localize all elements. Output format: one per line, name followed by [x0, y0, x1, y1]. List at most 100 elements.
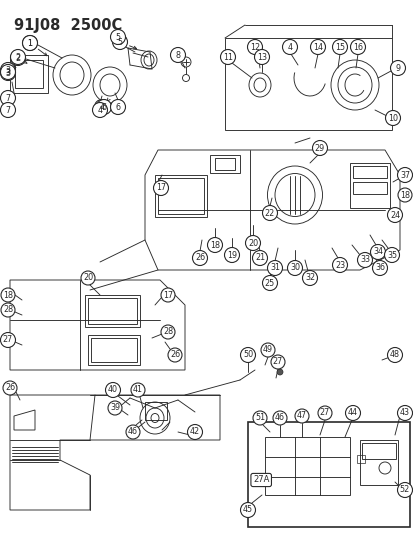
- Circle shape: [332, 39, 347, 54]
- Circle shape: [240, 348, 255, 362]
- Circle shape: [170, 47, 185, 62]
- Text: 27: 27: [319, 408, 329, 417]
- Text: 33: 33: [359, 255, 369, 264]
- Bar: [356, 455, 364, 463]
- Circle shape: [350, 39, 365, 54]
- Text: 42: 42: [190, 427, 199, 437]
- Text: 5: 5: [115, 33, 120, 42]
- Text: 11: 11: [223, 52, 233, 61]
- Circle shape: [1, 288, 15, 302]
- Text: 3: 3: [5, 69, 10, 77]
- Circle shape: [310, 39, 325, 54]
- Circle shape: [240, 503, 255, 518]
- Text: 24: 24: [389, 211, 399, 220]
- Text: 18: 18: [209, 240, 219, 249]
- Circle shape: [370, 245, 385, 260]
- Text: 18: 18: [3, 290, 13, 300]
- Text: 9: 9: [394, 63, 400, 72]
- Circle shape: [0, 64, 15, 79]
- Text: 7: 7: [5, 93, 11, 102]
- Text: 34: 34: [372, 247, 382, 256]
- Circle shape: [3, 381, 17, 395]
- Circle shape: [345, 406, 360, 421]
- Circle shape: [252, 411, 266, 425]
- Text: 7: 7: [5, 106, 11, 115]
- Bar: [361, 443, 395, 459]
- Circle shape: [94, 100, 109, 115]
- Text: 13: 13: [256, 52, 266, 61]
- Text: 12: 12: [249, 43, 259, 52]
- Text: 22: 22: [264, 208, 275, 217]
- Text: 6: 6: [101, 102, 106, 111]
- Text: 4: 4: [287, 43, 292, 52]
- Circle shape: [389, 61, 404, 76]
- Text: 50: 50: [242, 351, 252, 359]
- Text: 91J08  2500C: 91J08 2500C: [14, 18, 122, 33]
- Bar: [359, 440, 397, 485]
- Circle shape: [182, 75, 189, 82]
- Circle shape: [112, 35, 127, 50]
- Text: 44: 44: [347, 408, 357, 417]
- Text: 2: 2: [15, 53, 21, 62]
- Text: 18: 18: [399, 190, 409, 199]
- Text: 26: 26: [195, 254, 204, 262]
- Circle shape: [276, 369, 282, 375]
- Bar: [88, 335, 140, 365]
- Circle shape: [372, 261, 387, 276]
- Text: 47: 47: [296, 411, 306, 421]
- Circle shape: [0, 66, 15, 80]
- Circle shape: [312, 141, 327, 156]
- Text: 20: 20: [247, 238, 257, 247]
- Circle shape: [387, 207, 401, 222]
- Bar: [247, 422, 409, 527]
- Text: 27: 27: [272, 358, 282, 367]
- Text: 37: 37: [399, 171, 409, 180]
- Text: 27A: 27A: [252, 475, 269, 484]
- Bar: [352, 166, 386, 178]
- Text: 15: 15: [334, 43, 344, 52]
- Bar: [158, 178, 204, 214]
- Bar: [85, 295, 140, 327]
- Text: 27: 27: [3, 335, 13, 344]
- Circle shape: [126, 425, 140, 439]
- Circle shape: [224, 247, 239, 262]
- Circle shape: [396, 167, 411, 182]
- Text: 49: 49: [262, 345, 273, 354]
- Circle shape: [81, 271, 95, 285]
- Circle shape: [96, 100, 111, 115]
- Circle shape: [0, 91, 15, 106]
- Text: 3: 3: [5, 66, 10, 75]
- Circle shape: [247, 39, 262, 54]
- Circle shape: [10, 50, 26, 64]
- Text: 46: 46: [128, 427, 138, 437]
- Circle shape: [22, 36, 38, 51]
- Text: 40: 40: [108, 385, 118, 394]
- Circle shape: [262, 206, 277, 221]
- Circle shape: [161, 325, 175, 339]
- Circle shape: [317, 406, 331, 420]
- Circle shape: [302, 271, 317, 286]
- Text: 29: 29: [314, 143, 324, 152]
- Text: 20: 20: [83, 273, 93, 282]
- Bar: [349, 163, 389, 208]
- Circle shape: [105, 383, 120, 398]
- Text: 14: 14: [312, 43, 322, 52]
- Circle shape: [294, 409, 308, 423]
- Circle shape: [332, 257, 347, 272]
- Circle shape: [180, 57, 190, 67]
- Circle shape: [0, 333, 15, 348]
- Text: 1: 1: [27, 38, 33, 47]
- Text: 28: 28: [163, 327, 173, 336]
- Circle shape: [110, 100, 125, 115]
- Text: 26: 26: [5, 384, 15, 392]
- Circle shape: [396, 482, 411, 497]
- Circle shape: [396, 406, 411, 421]
- Circle shape: [110, 29, 125, 44]
- Text: 30: 30: [289, 263, 299, 272]
- Circle shape: [153, 181, 168, 196]
- Circle shape: [192, 251, 207, 265]
- Bar: [88, 298, 137, 324]
- Text: 10: 10: [387, 114, 397, 123]
- Circle shape: [1, 303, 15, 317]
- Text: 21: 21: [254, 254, 264, 262]
